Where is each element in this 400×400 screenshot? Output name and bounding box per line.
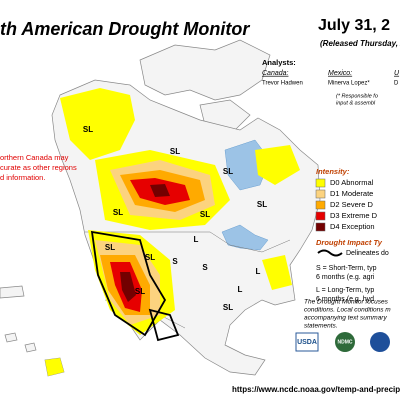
- impact-line: 6 months (e.g. hyd: [316, 296, 374, 303]
- note: input & assembl: [336, 100, 376, 106]
- legend-swatch: [315, 189, 326, 199]
- logos: USDA NDMC: [295, 332, 390, 352]
- legend-swatch: [315, 200, 326, 210]
- released: (Released Thursday, A: [320, 39, 400, 48]
- logo-text: USDA: [297, 339, 317, 346]
- legend-swatch: [315, 178, 326, 188]
- legend-label: D1 Moderate: [330, 189, 373, 198]
- map-label: SL: [145, 253, 155, 262]
- impact-outline: [148, 308, 180, 342]
- analysts-heading: Analysts:: [262, 58, 296, 67]
- analyst-name: Minerva Lopez*: [328, 81, 370, 87]
- map-label: S: [202, 263, 208, 272]
- analyst-region: Canada:: [262, 70, 289, 77]
- impact-outline: [90, 230, 167, 337]
- usda-logo: [295, 332, 319, 352]
- map-label: SL: [223, 303, 233, 312]
- map-label: SL: [113, 208, 123, 217]
- map-label: SL: [83, 125, 93, 134]
- map-label: SL: [257, 200, 267, 209]
- analyst-name: Trevor Hadwen: [262, 81, 303, 87]
- analyst-region: U: [394, 70, 400, 77]
- great-lakes: [221, 224, 269, 251]
- footer-line: accompanying text summary: [304, 315, 387, 322]
- impact-outlines: [90, 230, 180, 342]
- impact-delineates: Delineates do: [346, 250, 389, 257]
- url: https://www.ncdc.noaa.gov/temp-and-preci…: [232, 385, 400, 394]
- drought-d0: [262, 255, 292, 290]
- map-label: SL: [200, 210, 210, 219]
- legend-label: D4 Exception: [330, 222, 375, 231]
- legend-swatch: [315, 211, 326, 221]
- logo-text: NDMC: [338, 339, 353, 345]
- impact-symbol: [317, 249, 343, 257]
- impact-line: 6 months (e.g. agri: [316, 274, 375, 281]
- map-label: L: [256, 267, 261, 276]
- us-canada-border: [85, 231, 291, 253]
- note: (* Responsible fo: [336, 93, 378, 99]
- legend-label: D0 Abnormal: [330, 178, 374, 187]
- map-label: SL: [170, 147, 180, 156]
- impact-lines: S = Short-Term, typ 6 months (e.g. agri L …: [316, 265, 377, 303]
- impact-line: S = Short-Term, typ: [316, 265, 377, 272]
- warning: orthern Canada may: [0, 153, 69, 162]
- map-label: SL: [105, 243, 115, 252]
- map-label: S: [172, 257, 178, 266]
- map-label: L: [194, 235, 199, 244]
- arctic-islands: [139, 39, 271, 101]
- ndmc-logo: [335, 332, 355, 352]
- analyst-region: Mexico:: [328, 70, 352, 77]
- warning: d information.: [0, 173, 45, 182]
- title: th American Drought Monitor: [0, 19, 250, 39]
- impact-heading: Drought Impact Ty: [316, 238, 383, 247]
- footer-line: statements.: [304, 323, 338, 330]
- analyst-name: D: [394, 81, 399, 87]
- noaa-logo: [370, 332, 390, 352]
- puerto-rico: [0, 285, 25, 299]
- impact-line: L = Long-Term, typ: [316, 287, 374, 294]
- legend-label: D3 Extreme D: [330, 211, 378, 220]
- drought-d0: [45, 358, 64, 376]
- footer-line: conditions. Local conditions m: [304, 307, 391, 314]
- warning: curate as other regions: [0, 163, 77, 172]
- legend-swatch: [315, 222, 326, 232]
- legend-heading: Intensity:: [316, 167, 350, 176]
- legend: D0 Abnormal D1 Moderate D2 Severe D D3 Extr…: [315, 178, 378, 232]
- map-label: SL: [135, 287, 145, 296]
- map-label: L: [238, 285, 243, 294]
- map-label: SL: [223, 167, 233, 176]
- date: July 31, 2: [318, 17, 390, 34]
- analysts: Canada: Trevor Hadwen Mexico: Minerva Lopez…: [262, 70, 400, 87]
- drought-areas: [45, 88, 300, 376]
- drought-d0: [60, 88, 135, 160]
- drought-d4: [150, 184, 170, 197]
- legend-label: D2 Severe D: [330, 200, 374, 209]
- footer-line: The Drought Monitor focuses: [304, 299, 389, 306]
- drought-d4: [120, 272, 136, 302]
- drought-d0: [255, 145, 300, 185]
